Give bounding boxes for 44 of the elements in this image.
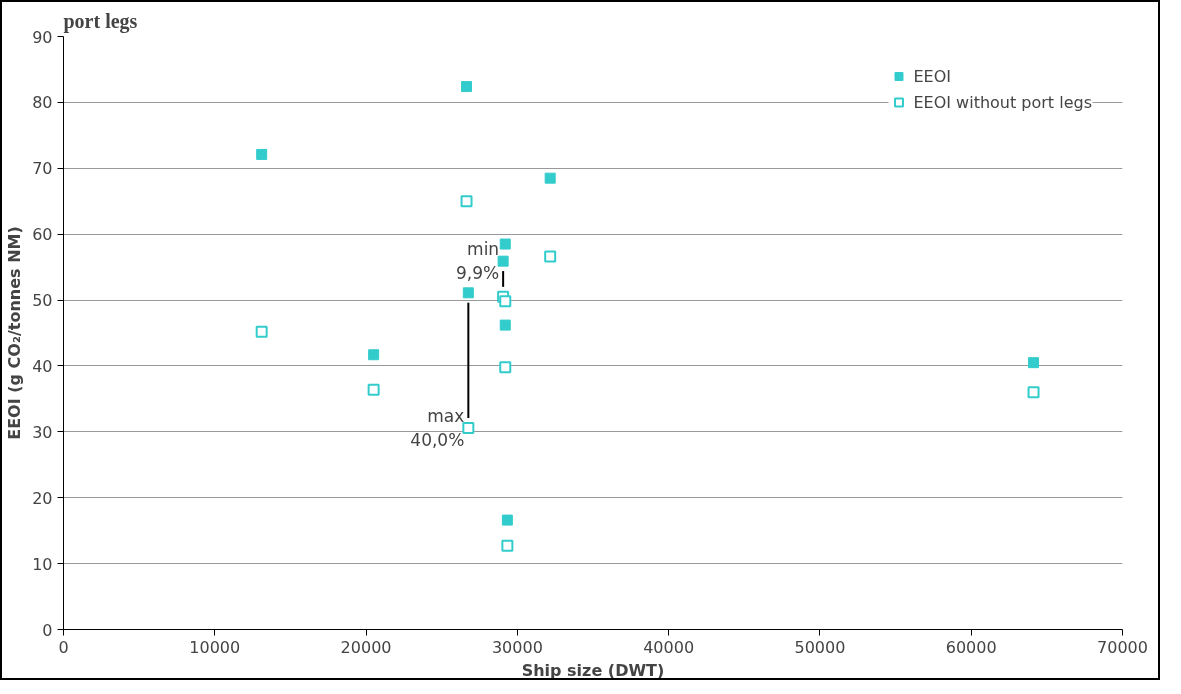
- y-tick-label: 40: [32, 356, 53, 376]
- point: [1028, 357, 1040, 369]
- point: [460, 195, 473, 208]
- point: [501, 539, 514, 552]
- y-tick-label: 30: [32, 422, 53, 442]
- y-tick-label: 60: [32, 225, 53, 245]
- x-tick-label: 10000: [189, 637, 241, 657]
- y-tick-label: 0: [42, 620, 53, 640]
- point: [499, 295, 512, 308]
- y-tick-label: 80: [32, 93, 53, 113]
- chart-title: port legs: [63, 9, 138, 33]
- point: [256, 148, 268, 160]
- point: [499, 238, 511, 250]
- legend-label: EEOI: [913, 66, 952, 86]
- y-tick-label: 90: [32, 27, 53, 47]
- x-tick-label: 50000: [794, 637, 846, 657]
- point: [368, 349, 380, 361]
- point: [499, 319, 511, 331]
- point: [462, 421, 475, 434]
- y-tick-label: 10: [32, 554, 53, 574]
- x-tick-label: 20000: [340, 637, 392, 657]
- x-tick-label: 40000: [643, 637, 695, 657]
- x-tick-label: 70000: [1097, 637, 1148, 657]
- y-axis-title: EEOI (g CO₂/tonnes NM): [5, 226, 25, 440]
- point: [544, 172, 556, 184]
- y-tick-label: 50: [32, 291, 53, 311]
- y-tick-label: 70: [32, 159, 53, 179]
- x-tick-label: 30000: [491, 637, 543, 657]
- point: [461, 81, 473, 93]
- point: [462, 287, 474, 299]
- legend-label: EEOI without port legs: [913, 92, 1092, 112]
- x-tick-label: 60000: [945, 637, 997, 657]
- x-tick-label: 0: [58, 637, 69, 657]
- point: [544, 250, 557, 263]
- point: [501, 514, 513, 526]
- point: [1027, 386, 1040, 399]
- y-tick-label: 20: [32, 488, 53, 508]
- point: [499, 361, 512, 374]
- point: [497, 255, 509, 267]
- point: [367, 383, 380, 396]
- annotation: max 40,0%: [410, 405, 465, 450]
- point: [255, 325, 268, 338]
- x-axis-title: Ship size (DWT): [521, 660, 665, 680]
- annotation: min 9,9%: [455, 239, 500, 284]
